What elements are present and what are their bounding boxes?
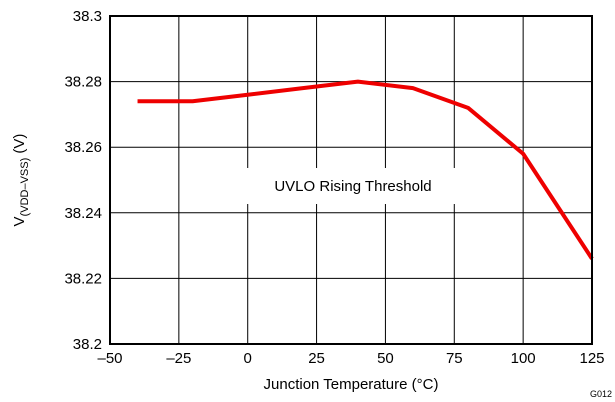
x-axis-label: Junction Temperature (°C) [264,376,439,393]
x-tick-label: –25 [166,350,191,367]
annotation-text: UVLO Rising Threshold [274,178,431,195]
x-tick-label: 100 [511,350,536,367]
x-tick-label: 25 [308,350,325,367]
y-tick-labels: 38.2 38.22 38.24 38.26 38.28 38.3 [64,8,102,353]
y-tick-label: 38.22 [64,270,102,287]
y-tick-label: 38.3 [73,8,102,25]
x-tick-label: 125 [579,350,604,367]
y-tick-label: 38.24 [64,205,102,222]
y-tick-label: 38.28 [64,74,102,91]
x-tick-label: 75 [446,350,463,367]
x-tick-labels: –50 –25 0 25 50 75 100 125 [97,350,604,367]
y-tick-label: 38.26 [64,139,102,156]
y-axis-label-unit: (V) [11,134,28,158]
x-tick-label: 50 [377,350,394,367]
y-tick-label: 38.2 [73,336,102,353]
annotation-box [242,168,464,204]
y-axis-label-sub: (VDD–VSS) [19,158,31,217]
y-axis-label-main: V [11,216,28,226]
figure-id: G012 [590,389,612,399]
x-tick-label: 0 [244,350,252,367]
plot-frame [109,15,593,345]
x-tick-label: –50 [97,350,122,367]
y-axis-label: V(VDD–VSS) (V) [11,134,31,227]
